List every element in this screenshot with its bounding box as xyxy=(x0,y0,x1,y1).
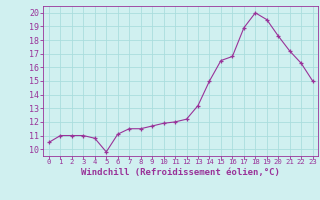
X-axis label: Windchill (Refroidissement éolien,°C): Windchill (Refroidissement éolien,°C) xyxy=(81,168,280,177)
